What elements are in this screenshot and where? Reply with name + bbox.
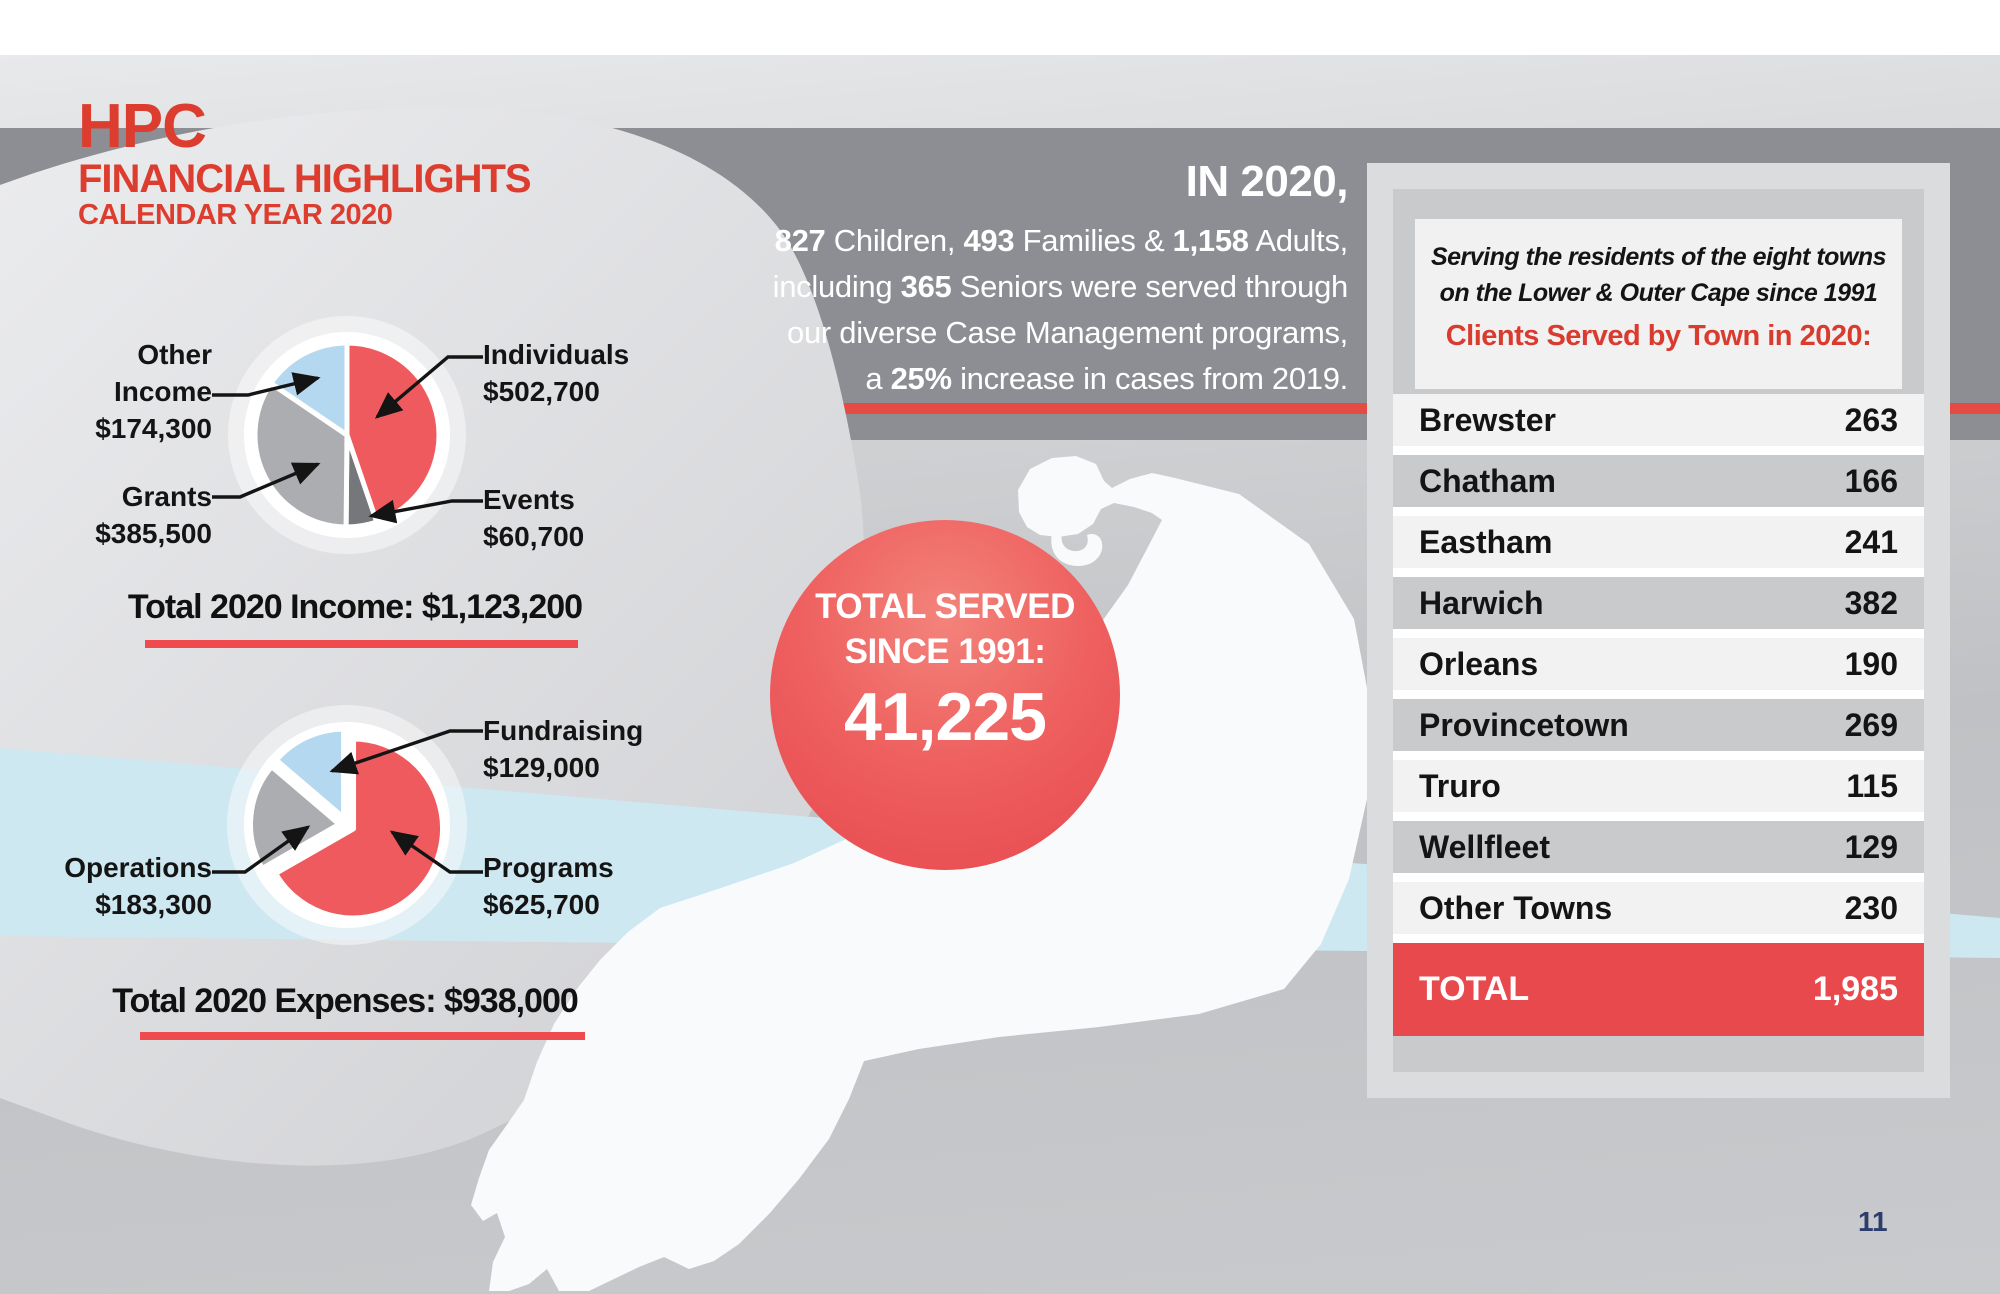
label-operations: Operations $183,300	[64, 852, 212, 920]
org-abbreviation: HPC	[78, 92, 207, 161]
label-individuals: Individuals $502,700	[483, 339, 630, 407]
town-count: 263	[1844, 401, 1898, 438]
total-served-badge: TOTAL SERVED SINCE 1991: 41,225	[770, 520, 1120, 870]
town-count: 190	[1844, 645, 1898, 682]
total-served-value: 41,225	[844, 679, 1047, 755]
impact-line: 827 Children, 493 Families & 1,158 Adult…	[774, 223, 1349, 258]
table-row: Chatham 166	[1393, 455, 1924, 507]
expenses-total-underline	[140, 1032, 585, 1040]
town-count: 241	[1844, 523, 1898, 560]
clients-table: Brewster 263 Chatham 166 Eastham 241 Har…	[1393, 394, 1924, 1036]
town-count: 115	[1846, 767, 1898, 804]
impact-line: including 365 Seniors were served throug…	[772, 269, 1349, 304]
panel-intro: Serving the residents of the eight towns…	[1430, 243, 1887, 307]
impact-statement: IN 2020, 827 Children, 493 Families & 1,…	[488, 157, 1349, 402]
table-row: Wellfleet 129	[1393, 821, 1924, 873]
page-subtitle: CALENDAR YEAR 2020	[78, 199, 393, 231]
town-count: 166	[1844, 462, 1898, 499]
label-events: Events $60,700	[483, 484, 585, 552]
table-row: Eastham 241	[1393, 516, 1924, 568]
total-served-line2: SINCE 1991:	[844, 632, 1046, 671]
label-other-income: Other Income $174,300	[95, 339, 212, 444]
table-row: Orleans 190	[1393, 638, 1924, 690]
clients-panel: Serving the residents of the eight towns…	[1367, 163, 1950, 1098]
page-number: 11	[1858, 1206, 1888, 1237]
town-count: 382	[1844, 584, 1898, 621]
label-grants: Grants $385,500	[95, 481, 212, 549]
total-count: 1,985	[1812, 970, 1898, 1008]
table-row: Other Towns 230	[1393, 882, 1924, 934]
clients-panel-header: Serving the residents of the eight towns…	[1415, 219, 1902, 389]
title-block: HPC FINANCIAL HIGHLIGHTS CALENDAR YEAR 2…	[78, 92, 532, 232]
town-name: Provincetown	[1419, 706, 1629, 743]
town-count: 269	[1844, 706, 1898, 743]
page-title: FINANCIAL HIGHLIGHTS	[78, 157, 532, 201]
town-name: Truro	[1419, 767, 1501, 804]
town-name: Chatham	[1419, 462, 1556, 499]
table-row: Harwich 382	[1393, 577, 1924, 629]
label-fundraising: Fundraising $129,000	[483, 715, 644, 783]
town-name: Harwich	[1419, 584, 1544, 621]
impact-heading: IN 2020,	[1185, 157, 1349, 206]
town-count: 129	[1844, 828, 1898, 865]
label-programs: Programs $625,700	[483, 852, 614, 920]
town-count: 230	[1844, 889, 1898, 926]
income-total: Total 2020 Income: $1,123,200	[127, 588, 583, 626]
impact-line: our diverse Case Management programs,	[787, 315, 1348, 350]
town-name: Eastham	[1419, 523, 1553, 560]
impact-body: 827 Children, 493 Families & 1,158 Adult…	[488, 218, 1349, 402]
table-row: Brewster 263	[1393, 394, 1924, 446]
income-total-underline	[145, 640, 578, 648]
town-name: Orleans	[1419, 645, 1539, 682]
table-row: Provincetown 269	[1393, 699, 1924, 751]
town-name: Other Towns	[1419, 889, 1613, 926]
table-total-row: TOTAL 1,985	[1393, 943, 1924, 1036]
table-row: Truro 115	[1393, 760, 1924, 812]
town-name: Wellfleet	[1419, 828, 1550, 865]
expenses-total: Total 2020 Expenses: $938,000	[112, 982, 579, 1020]
total-served-line1: TOTAL SERVED	[815, 587, 1075, 626]
panel-heading: Clients Served by Town in 2020:	[1445, 320, 1872, 352]
town-name: Brewster	[1419, 401, 1556, 438]
impact-line: a 25% increase in cases from 2019.	[865, 361, 1348, 396]
total-label: TOTAL	[1419, 970, 1530, 1008]
